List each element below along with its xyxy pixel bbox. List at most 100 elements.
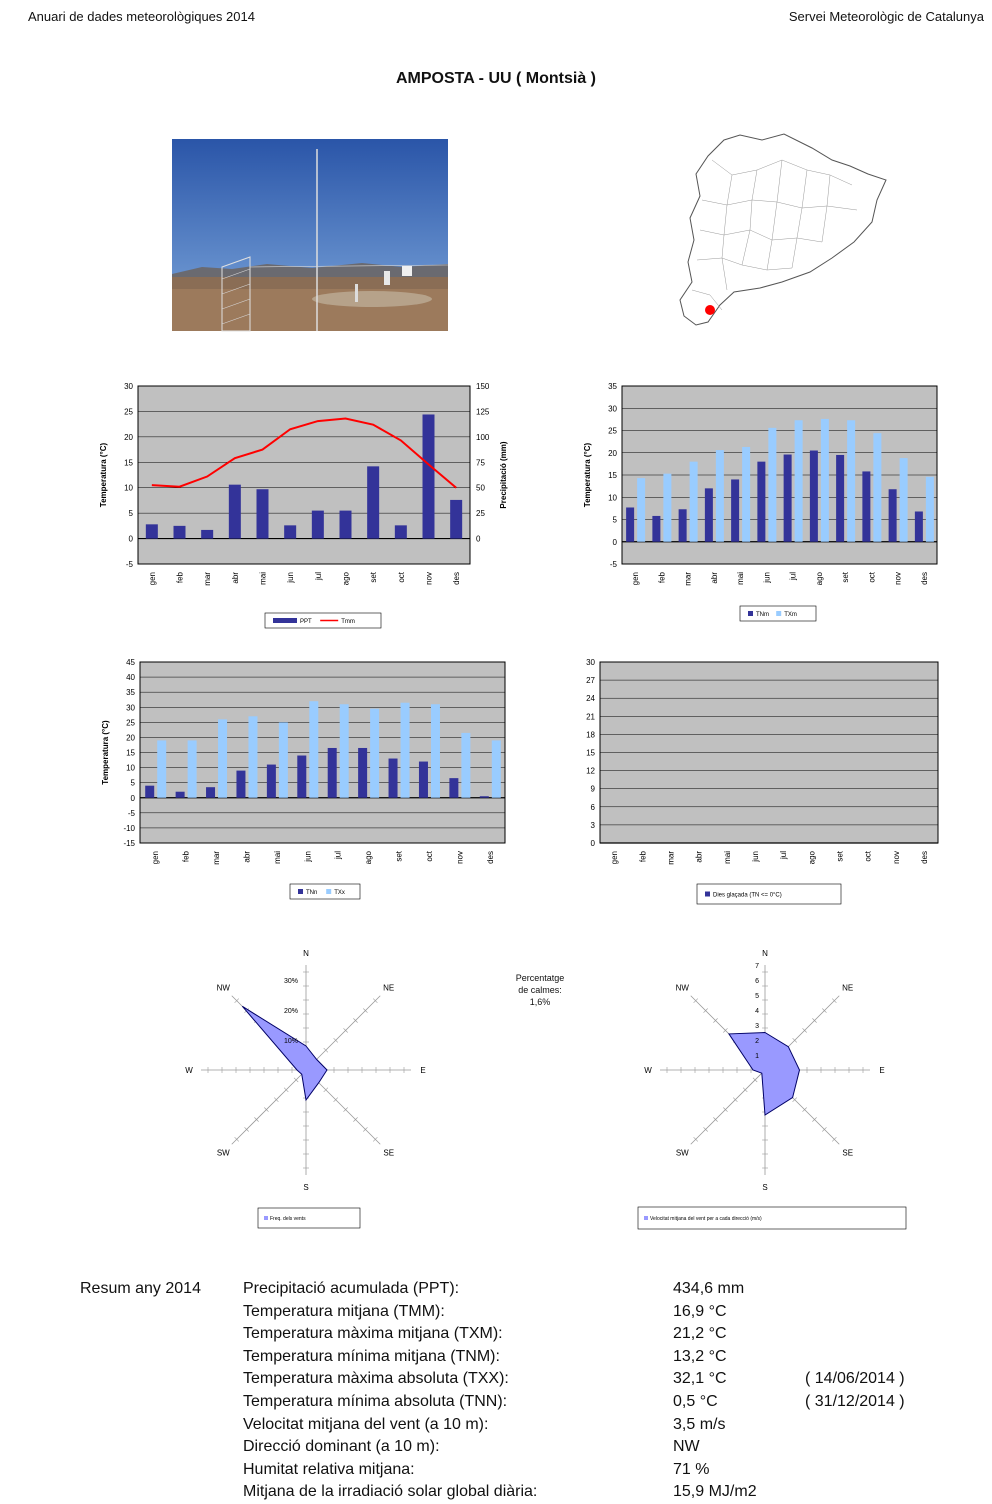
bar <box>637 478 646 542</box>
rose-tick <box>363 1127 368 1132</box>
bar <box>370 708 380 798</box>
summary-row-value: 0,5 °C <box>673 1392 718 1410</box>
summary-row-label: Temperatura mitjana (TMM): <box>243 1302 445 1320</box>
bar <box>768 427 777 542</box>
summary-row-date <box>805 1301 905 1324</box>
x-tick-label: gen <box>610 851 619 864</box>
bar <box>914 511 923 542</box>
x-tick-label: set <box>841 571 850 582</box>
chart-frost-days: 0 3 6 9 12 15 18 21 24 27 30 gen feb mar abr mai jun jul a… <box>586 658 939 905</box>
bar <box>157 740 167 798</box>
calm-note-line2: de calmes: <box>518 985 562 995</box>
summary-row-value: 3,5 m/s <box>673 1415 726 1433</box>
rose-tick <box>792 1097 798 1103</box>
bar <box>284 525 297 539</box>
rose-tick <box>372 1136 378 1142</box>
catalonia-map <box>679 133 887 326</box>
y-tick-label: 5 <box>613 516 618 525</box>
y-right-tick-label: 25 <box>476 509 485 518</box>
summary-row-label: Temperatura màxima absoluta (TXX): <box>243 1370 509 1388</box>
rose-direction-label: NE <box>383 983 394 992</box>
bar <box>297 755 307 798</box>
x-tick-label: abr <box>231 572 240 584</box>
station-marker <box>705 305 715 315</box>
bar <box>663 473 672 542</box>
rose-tick <box>831 998 837 1004</box>
rose-radial-label: 4 <box>755 1008 759 1015</box>
y-tick-label: 10 <box>126 764 135 773</box>
series-line <box>151 417 457 489</box>
y-tick-label: 25 <box>124 407 133 416</box>
x-tick-label: mar <box>666 851 675 865</box>
summary-row-date <box>805 1481 905 1504</box>
rose-tick <box>293 1077 299 1083</box>
legend-box <box>257 1207 361 1229</box>
rose-series <box>241 1005 328 1102</box>
summary-row-label: Temperatura màxima mitjana (TXM): <box>243 1325 503 1343</box>
summary-row-date <box>805 1459 905 1482</box>
rose-direction-label: SW <box>217 1149 230 1158</box>
legend-swatch <box>748 611 753 616</box>
rose-direction-label: N <box>303 949 309 958</box>
y-right-tick-label: 50 <box>476 484 485 493</box>
rose-direction-label: E <box>420 1066 425 1075</box>
y-tick-label: 35 <box>126 688 135 697</box>
bar <box>145 785 155 798</box>
summary-row-date <box>805 1323 905 1346</box>
rose-direction-label: N <box>762 949 768 958</box>
legend-box <box>637 1206 907 1230</box>
y-tick-label: 5 <box>129 509 134 518</box>
rose-radial-label: 3 <box>755 1023 759 1030</box>
bar <box>888 489 897 542</box>
y-tick-label: 25 <box>126 718 135 727</box>
y-axis-label: Temperatura (°C) <box>101 720 110 785</box>
y-tick-label: -5 <box>610 560 618 569</box>
summary-row-value: 15,9 MJ/m2 <box>673 1483 757 1501</box>
bar <box>256 489 269 539</box>
summary-row-label: Humitat relativa mitjana: <box>243 1460 415 1478</box>
rose-radial-label: 1 <box>755 1053 759 1060</box>
x-tick-label: mar <box>203 572 212 586</box>
bar <box>175 791 185 798</box>
x-tick-label: jun <box>751 851 760 863</box>
rose-radial-label: 10% <box>284 1038 298 1045</box>
calm-note: Percentatge de calmes: 1,6% <box>500 972 580 1008</box>
bar <box>731 479 740 542</box>
y-tick-label: 40 <box>126 673 135 682</box>
rose-tick <box>723 1028 728 1033</box>
rose-tick <box>831 1136 837 1142</box>
y-tick-label: -10 <box>123 824 135 833</box>
x-tick-label: jul <box>779 851 788 860</box>
rose-direction-label: NW <box>676 983 690 992</box>
bar <box>187 740 197 798</box>
rose-tick <box>792 1037 798 1043</box>
bar <box>678 509 687 542</box>
legend-label: TXx <box>334 890 345 896</box>
legend-swatch <box>644 1216 648 1220</box>
legend-swatch <box>273 618 297 623</box>
calm-note-line3: 1,6% <box>529 997 551 1007</box>
x-tick-label: feb <box>176 571 185 583</box>
y-tick-label: 0 <box>591 839 596 848</box>
summary-row-value: NW <box>673 1438 700 1456</box>
summary-row-label: Temperatura mínima absoluta (TNN): <box>243 1392 508 1410</box>
rose-tick <box>713 1117 718 1122</box>
rose-tick <box>283 1087 289 1093</box>
y-tick-label: 25 <box>608 427 617 436</box>
rose-tick <box>752 1077 758 1083</box>
x-tick-label: abr <box>695 851 704 863</box>
x-tick-label: feb <box>638 850 647 862</box>
rose-tick <box>723 1107 728 1112</box>
x-tick-label: gen <box>151 851 160 864</box>
x-tick-label: set <box>369 571 378 582</box>
x-tick-label: oct <box>397 571 406 582</box>
y-right-tick-label: 0 <box>476 535 481 544</box>
summary-labels: Precipitació acumulada (PPT): Temperatura… <box>243 1278 537 1504</box>
chart-ppt-tmm: -5 0 5 10 15 20 25 30 Temperatura (°C) gen feb mar a… <box>99 382 508 629</box>
chart-tnm-txm: -5 0 5 10 15 20 25 30 35 Temperatura (°C) gen feb ma… <box>583 382 938 622</box>
bar <box>367 466 380 539</box>
summary-row-label: Mitjana de la irradiació solar global di… <box>243 1483 538 1501</box>
x-tick-label: des <box>486 851 495 864</box>
y-axis-label: Temperatura (°C) <box>583 442 592 507</box>
y-tick-label: 15 <box>608 471 617 480</box>
